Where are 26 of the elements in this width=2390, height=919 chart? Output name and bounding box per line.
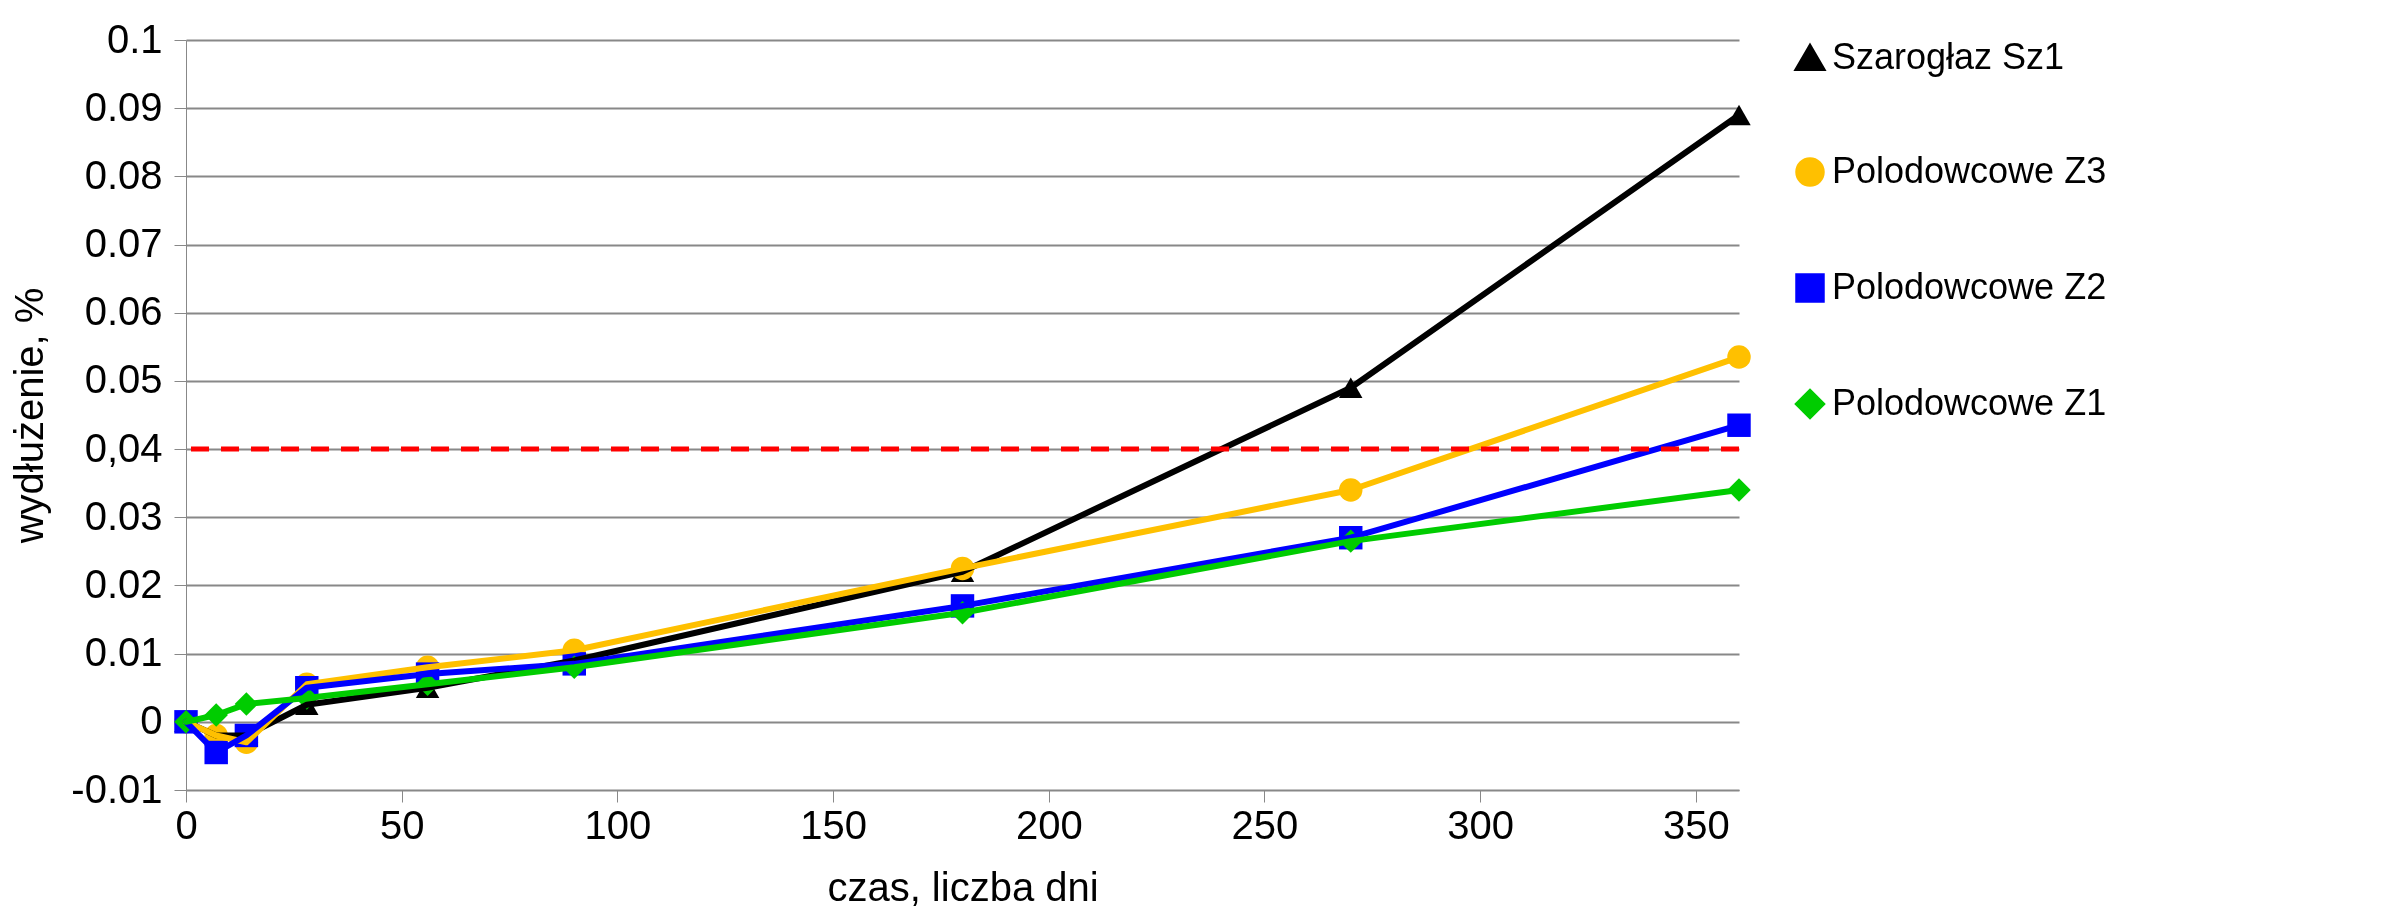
legend-label: Polodowcowe Z3 <box>1832 150 2107 191</box>
y-tick-label: 0.1 <box>106 16 163 61</box>
y-tick-label: -0.01 <box>71 766 163 811</box>
x-tick-label: 200 <box>1015 802 1083 847</box>
legend-label: Polodowcowe Z1 <box>1832 382 2107 423</box>
y-tick-label: 0,04 <box>84 425 163 470</box>
legend-label: Polodowcowe Z2 <box>1832 266 2107 307</box>
y-tick-label: 0.06 <box>84 289 163 334</box>
y-tick-label: 0.09 <box>84 84 163 129</box>
x-tick-label: 50 <box>379 802 425 847</box>
y-tick-label: 0.05 <box>84 357 163 402</box>
y-tick-label: 0.03 <box>84 493 163 538</box>
y-tick-label: 0.01 <box>84 630 163 675</box>
x-tick-label: 350 <box>1662 802 1730 847</box>
legend-label: Szarogłaz Sz1 <box>1832 36 2065 77</box>
x-tick-label: 300 <box>1447 802 1515 847</box>
x-tick-label: 0 <box>175 802 198 847</box>
y-tick-label: 0 <box>140 698 163 743</box>
x-axis-title: czas, liczba dni <box>827 864 1099 909</box>
x-tick-label: 150 <box>800 802 867 847</box>
y-tick-label: 0.07 <box>84 221 163 266</box>
x-tick-label: 100 <box>584 802 652 847</box>
x-tick-label: 250 <box>1231 802 1299 847</box>
y-tick-label: 0.08 <box>84 152 163 197</box>
y-tick-label: 0.02 <box>84 561 163 606</box>
y-axis-title: wydłużenie, % <box>7 287 52 545</box>
